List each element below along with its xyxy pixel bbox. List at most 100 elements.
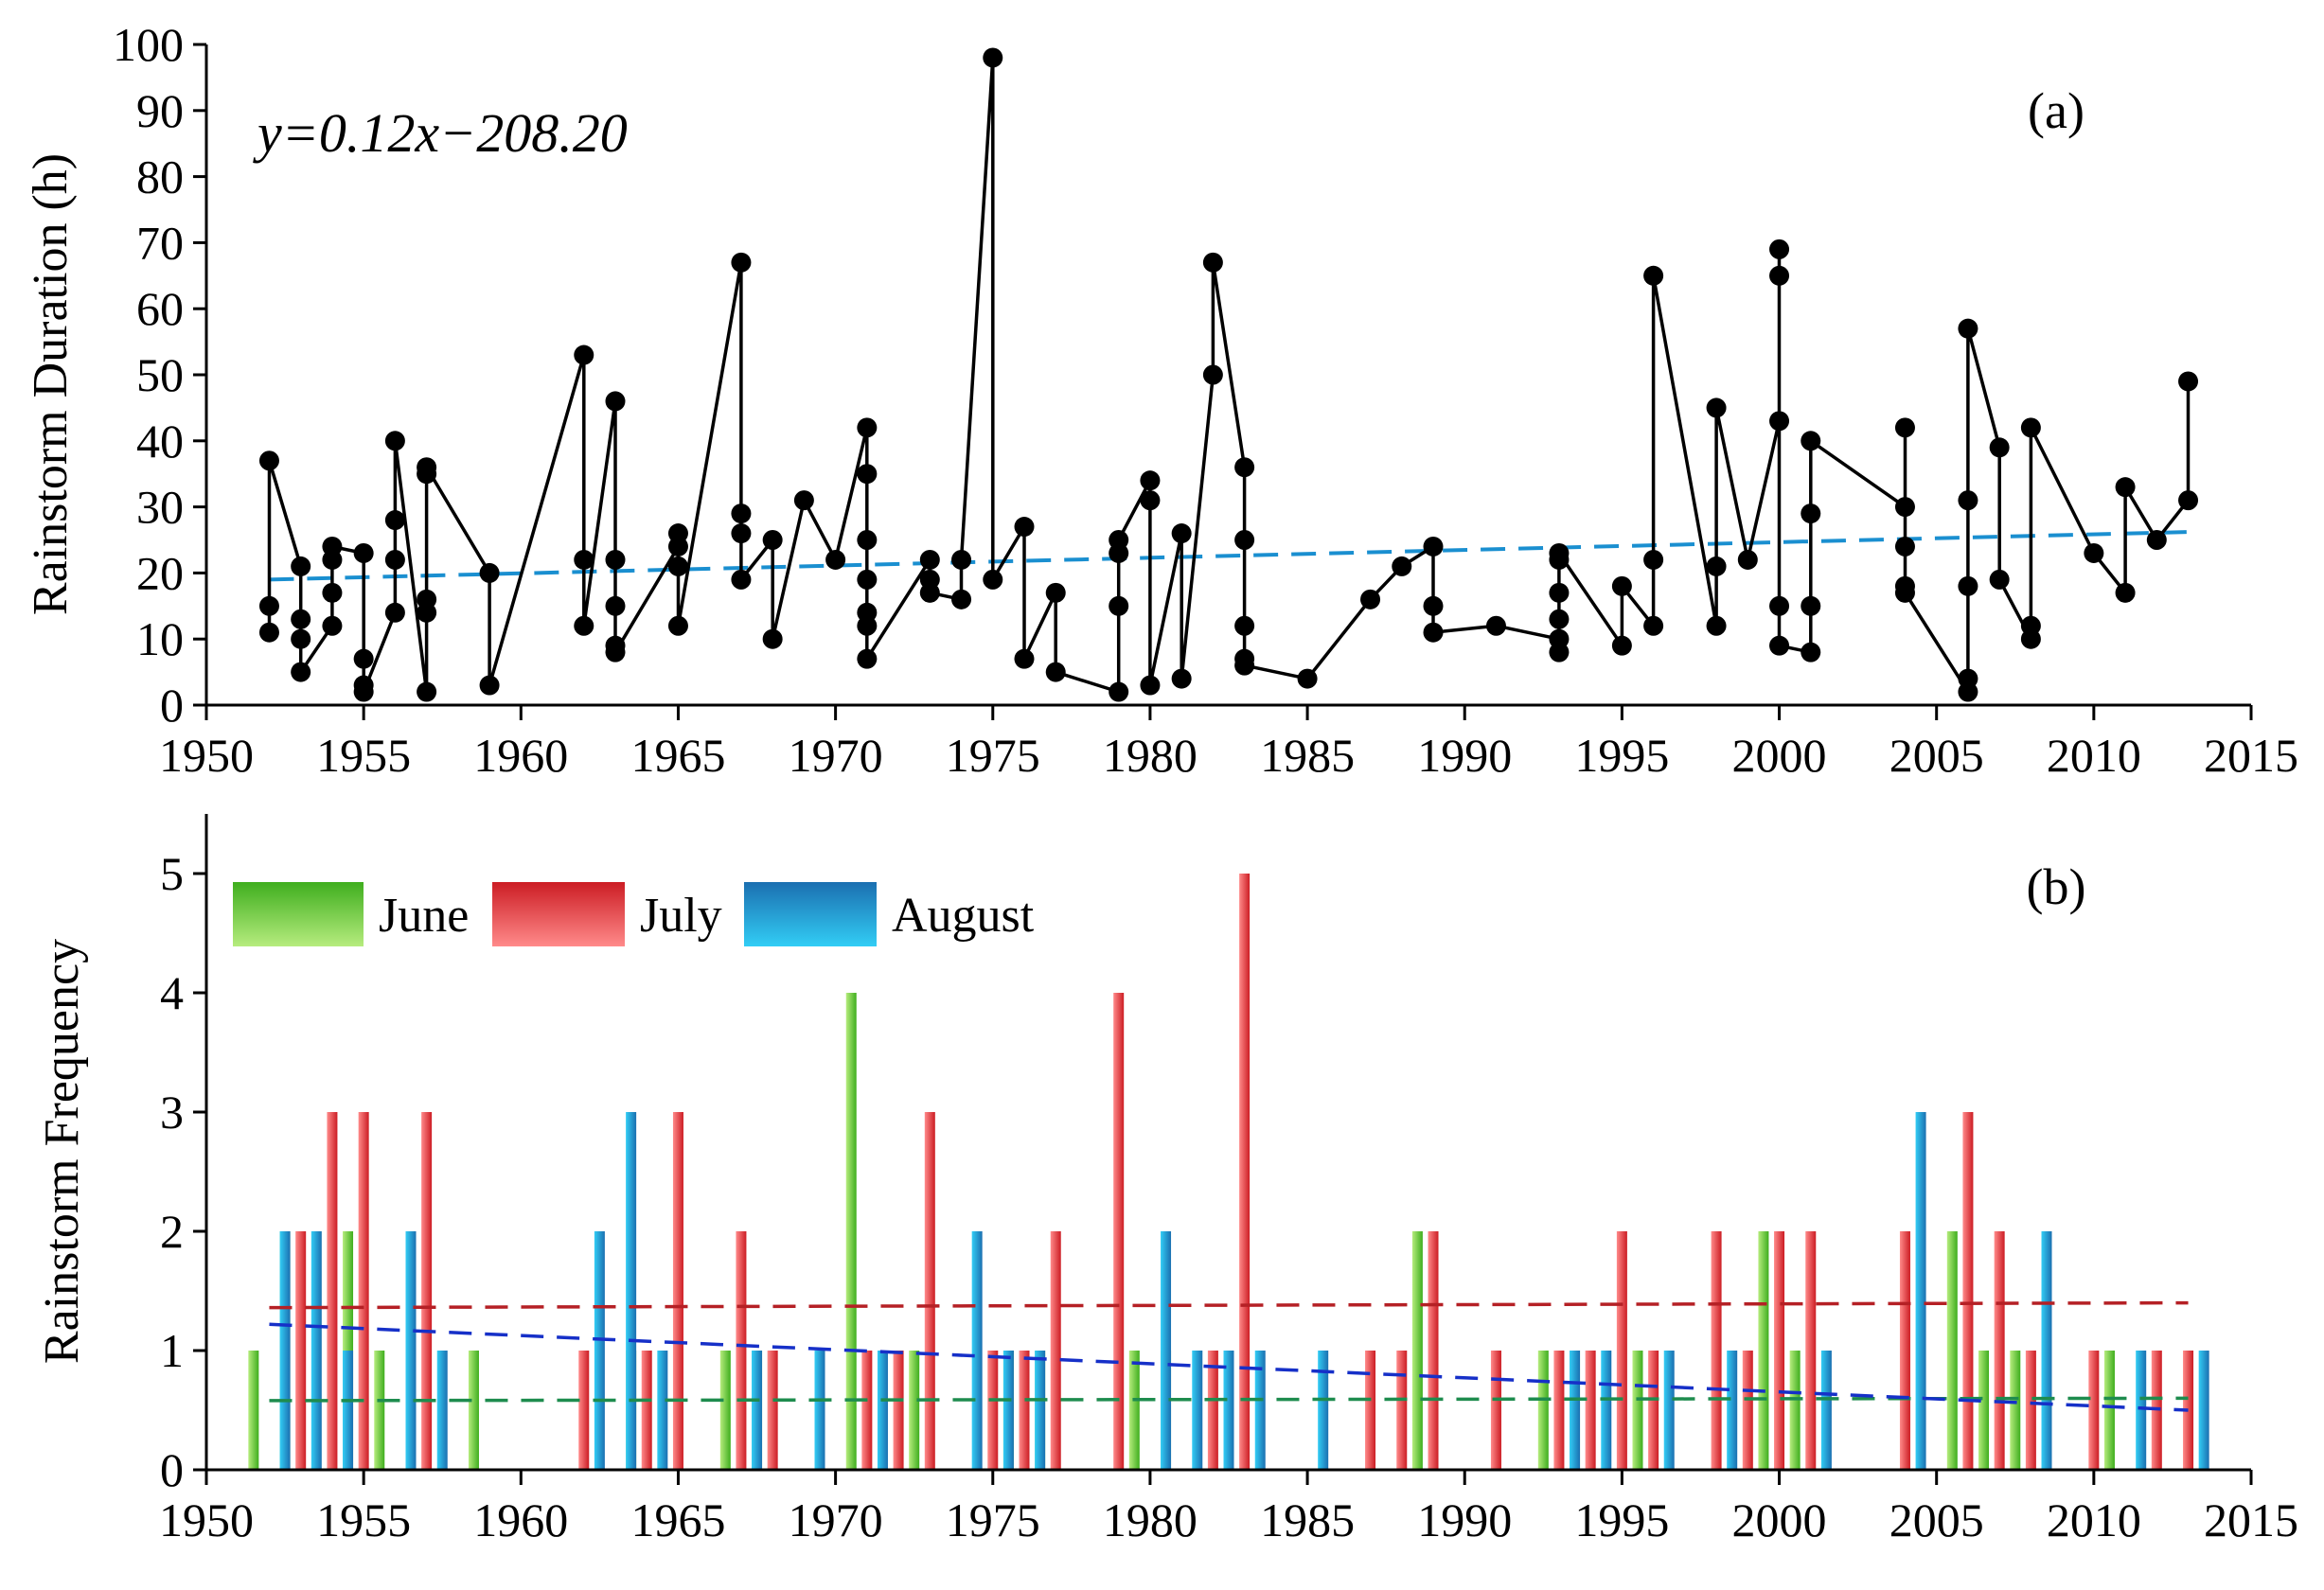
duration-point (2020, 615, 2041, 636)
duration-point (417, 681, 437, 702)
bar-july (1774, 1231, 1785, 1470)
duration-point (919, 549, 940, 570)
duration-point (1392, 556, 1412, 576)
bar-july (358, 1112, 369, 1470)
bar-june (468, 1351, 479, 1470)
bar-july (327, 1112, 338, 1470)
bar-june (1411, 1231, 1423, 1470)
panel-b-frequency-chart: 0 1 2 3 4 5 1950 1955 1960 1965 1970 1975 1980 1985 19… (35, 814, 2298, 1546)
panel-a-x-tick-label: 1970 (789, 729, 883, 782)
duration-point (731, 504, 752, 524)
legend-label-august: August (892, 889, 1035, 943)
bar-august (1601, 1351, 1612, 1470)
duration-point (2115, 477, 2136, 498)
duration-point (605, 642, 626, 662)
bar-august (405, 1231, 417, 1470)
duration-point (417, 457, 437, 478)
duration-point (1643, 615, 1664, 636)
duration-point (1109, 681, 1129, 702)
duration-point (1234, 457, 1255, 478)
panel-b-x-tick-label: 1990 (1417, 1493, 1512, 1546)
duration-point (1737, 549, 1758, 570)
panel-b-x-tick-label: 1975 (946, 1493, 1040, 1546)
panel-b-bars-layer (248, 874, 2209, 1470)
duration-point (322, 615, 343, 636)
bar-june (1789, 1351, 1801, 1470)
duration-point (857, 464, 878, 485)
regression-equation: y=0.12x−208.20 (253, 102, 628, 164)
duration-point (951, 549, 972, 570)
duration-point (1171, 668, 1192, 689)
duration-point (825, 549, 846, 570)
bar-august (1915, 1112, 1926, 1470)
bar-july (672, 1112, 683, 1470)
bar-august (626, 1112, 637, 1470)
bar-june (1946, 1231, 1958, 1470)
bar-june (2103, 1351, 2115, 1470)
panel-b-y-tick-label: 1 (160, 1324, 184, 1377)
bar-july (641, 1351, 652, 1470)
bar-july (1396, 1351, 1408, 1470)
duration-point (1801, 642, 1821, 662)
duration-point (1611, 635, 1632, 656)
panel-b-y-tick-label: 2 (160, 1205, 184, 1258)
duration-point (1140, 675, 1161, 696)
duration-point (1989, 569, 2010, 590)
duration-point (384, 602, 405, 623)
panel-b-x-tick-label: 1995 (1574, 1493, 1669, 1546)
legend-label-july: July (640, 889, 722, 943)
bar-august (1254, 1351, 1266, 1470)
panel-a-trend-layer (269, 530, 2189, 582)
duration-point (384, 431, 405, 451)
panel-a-y-tick-label: 50 (136, 348, 184, 401)
duration-point (1140, 490, 1161, 511)
duration-point (479, 675, 500, 696)
duration-point (574, 549, 594, 570)
bar-august (2136, 1351, 2147, 1470)
panel-a-y-tick-label: 90 (136, 84, 184, 137)
duration-point (1423, 622, 1444, 643)
panel-b-y-tick-label: 3 (160, 1086, 184, 1139)
panel-b-y-axis-label: Rainstorm Frequency (35, 939, 89, 1364)
duration-point (1549, 609, 1570, 629)
duration-point (2178, 490, 2199, 511)
duration-point (1611, 575, 1632, 596)
bar-august (1161, 1231, 1172, 1470)
legend-label-june: June (379, 889, 469, 943)
duration-point (1958, 668, 1978, 689)
duration-point (1706, 398, 1727, 418)
panel-a-y-tick-label: 0 (160, 679, 184, 732)
bar-july (987, 1351, 999, 1470)
duration-point (1423, 595, 1444, 616)
panel-a-x-tick-label: 1950 (159, 729, 254, 782)
duration-point (857, 615, 878, 636)
bar-august (752, 1351, 763, 1470)
bar-august (2198, 1351, 2209, 1470)
duration-point (857, 648, 878, 669)
duration-point (1234, 530, 1255, 550)
panel-b-x-tick-label: 1960 (473, 1493, 568, 1546)
bar-july (736, 1231, 747, 1470)
duration-point (983, 569, 1003, 590)
panel-a-x-tick-label: 2000 (1732, 729, 1827, 782)
duration-point (1989, 437, 2010, 458)
duration-point (1202, 364, 1223, 385)
panel-b-x-tick-label: 1970 (789, 1493, 883, 1546)
panel-b-label: (b) (2027, 858, 2086, 915)
bar-july (1553, 1351, 1565, 1470)
bar-august (1727, 1351, 1738, 1470)
legend-swatch-july (492, 882, 625, 946)
duration-point (1958, 575, 1978, 596)
duration-point (1014, 517, 1035, 538)
bar-july (1050, 1231, 1061, 1470)
duration-point (417, 589, 437, 610)
panel-b-y-tick-label: 5 (160, 847, 184, 900)
duration-point (2084, 542, 2104, 563)
bar-july (1585, 1351, 1596, 1470)
duration-point (731, 252, 752, 273)
duration-point (951, 589, 972, 610)
bar-july (1019, 1351, 1030, 1470)
panel-a-trend-line (269, 530, 2189, 582)
duration-point (1643, 549, 1664, 570)
bar-august (594, 1231, 605, 1470)
